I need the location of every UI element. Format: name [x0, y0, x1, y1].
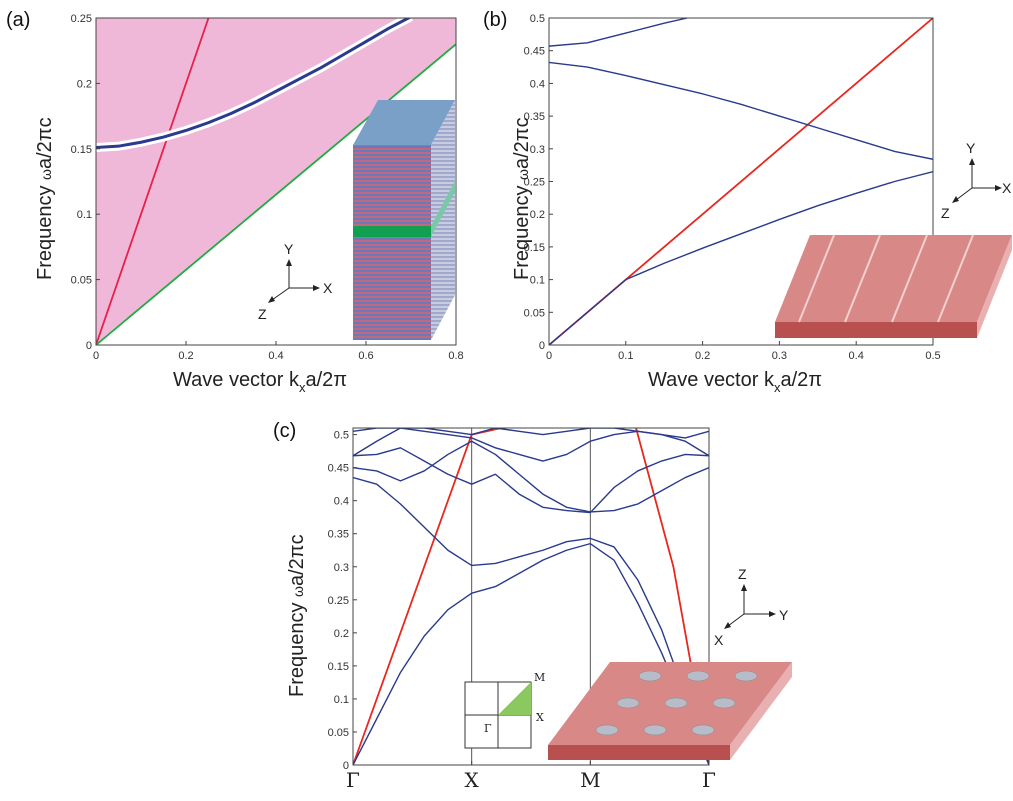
y-tick-label: 0.5	[334, 430, 349, 442]
x-tick-label: Γ	[702, 768, 716, 792]
y-tick-label: 0.2	[77, 78, 92, 90]
panel-c-ticks: Γ X M Γ00.050.10.150.20.250.30.350.40.450.5	[328, 430, 716, 792]
y-tick-label: 0.1	[77, 209, 92, 221]
x-tick-label: 0.1	[618, 350, 633, 362]
y-tick-label: 0.15	[71, 144, 92, 156]
panel-label-a: (a)	[6, 9, 30, 31]
y-tick-label: 0.4	[530, 78, 545, 90]
y-tick-label: 0.15	[328, 661, 349, 673]
panel-a-ticks: 0 0.2 0.4 0.6 0.8 0 0.05 0.1 0.15 0.2 0.25	[71, 13, 464, 362]
y-tick-label: 0.25	[71, 13, 92, 25]
band-series-7	[353, 428, 709, 439]
band-series-5	[353, 447, 709, 514]
panel-b-marks	[549, 18, 933, 345]
y-tick-label: 0.05	[328, 727, 349, 739]
band-series-4	[353, 440, 709, 513]
x-tick-label: 0.4	[268, 350, 283, 362]
bz-x-label: X	[536, 711, 544, 724]
x-tick-label: 0.2	[178, 350, 193, 362]
y-tick-label: 0	[539, 340, 545, 352]
light-line-series-0	[96, 18, 210, 345]
panel-c-coordinate-axes: Z Y X	[714, 566, 789, 648]
y-tick-label: 0.15	[524, 242, 545, 254]
x-tick-label: 0.8	[448, 350, 463, 362]
multilayer-stack	[353, 100, 455, 340]
xlabel-b: Wave vector kxa/2π	[648, 369, 822, 395]
panel-c: Γ X M Γ00.050.10.150.20.250.30.350.40.450.5…	[286, 427, 792, 792]
x-tick-label: M	[580, 768, 600, 792]
y-tick-label: 0.1	[334, 694, 349, 706]
y-tick-label: 0.05	[524, 307, 545, 319]
y-tick-label: 0.3	[530, 144, 545, 156]
band-series-1	[549, 171, 933, 345]
band-series-3	[353, 476, 709, 765]
x-tick-label: 0.3	[772, 350, 787, 362]
y-tick-label: 0	[86, 340, 92, 352]
axis-label-z: Z	[941, 205, 950, 221]
panel-label-b: (b)	[483, 9, 507, 31]
y-tick-label: 0.5	[530, 13, 545, 25]
brillouin-zone-inset: Γ X M	[464, 671, 545, 749]
panel-b-ticks: 0 0.1 0.2 0.3 0.4 0.5 0 0.05 0.1 0.15 0.2 0.25 0.3 0.…	[524, 13, 941, 362]
panel-label-c: (c)	[273, 420, 296, 442]
y-tick-label: 0.2	[530, 209, 545, 221]
axis-label-z: Z	[258, 306, 267, 322]
x-tick-label: Γ	[346, 768, 360, 792]
band-series-2	[549, 61, 933, 160]
y-tick-label: 0.35	[328, 529, 349, 541]
xlabel-a: Wave vector kxa/2π	[173, 369, 347, 395]
y-tick-label: 0.2	[334, 628, 349, 640]
y-tick-label: 0	[343, 760, 349, 772]
axis-label-y: Y	[779, 607, 789, 623]
y-tick-label: 0.45	[524, 46, 545, 58]
y-tick-label: 0.35	[524, 111, 545, 123]
axis-label-x: X	[323, 280, 333, 296]
bz-m-label: M	[534, 671, 545, 684]
axis-label-y: Y	[284, 241, 294, 257]
panel-b-coordinate-axes: Y X Z	[941, 140, 1012, 221]
band-series-3	[549, 18, 688, 47]
ylabel-a: Frequency ωa/2πc	[34, 117, 56, 280]
light-cone-region	[96, 18, 456, 345]
bz-gamma-label: Γ	[484, 722, 492, 735]
grooved-slab	[775, 234, 1012, 338]
axis-label-z: Z	[738, 566, 747, 582]
ylabel-c: Frequency ωa/2πc	[286, 534, 308, 697]
x-tick-label: X	[465, 768, 480, 792]
panel-a-coordinate-axes: Y X Z	[258, 241, 333, 322]
axis-label-x: X	[714, 632, 724, 648]
x-tick-label: 0.5	[925, 350, 940, 362]
band-series-2	[353, 542, 709, 765]
band-series-2	[96, 18, 412, 149]
y-tick-label: 0.3	[334, 562, 349, 574]
x-tick-label: 0.2	[695, 350, 710, 362]
y-tick-label: 0.1	[530, 275, 545, 287]
y-tick-label: 0.25	[328, 595, 349, 607]
ylabel-b: Frequency ωa/2πc	[511, 117, 533, 280]
axis-label-x: X	[1002, 180, 1012, 196]
panel-a-marks	[96, 18, 456, 345]
substrate-line-series-1	[96, 43, 456, 345]
y-tick-label: 0.4	[334, 496, 349, 508]
axis-label-y: Y	[966, 140, 976, 156]
y-tick-label: 0.45	[328, 463, 349, 475]
x-tick-label: 0	[546, 350, 552, 362]
x-tick-label: 0.6	[358, 350, 373, 362]
panel-b: 0 0.1 0.2 0.3 0.4 0.5 0 0.05 0.1 0.15 0.2 0.25 0.3 0.…	[511, 13, 1012, 395]
y-tick-label: 0.25	[524, 177, 545, 189]
x-tick-label: 0	[93, 350, 99, 362]
holey-slab	[548, 662, 792, 760]
panel-a: 0 0.2 0.4 0.6 0.8 0 0.05 0.1 0.15 0.2 0.25 Y X Z W…	[34, 13, 464, 395]
y-tick-label: 0.05	[71, 275, 92, 287]
x-tick-label: 0.4	[849, 350, 864, 362]
panel-c-frame	[352, 427, 710, 766]
